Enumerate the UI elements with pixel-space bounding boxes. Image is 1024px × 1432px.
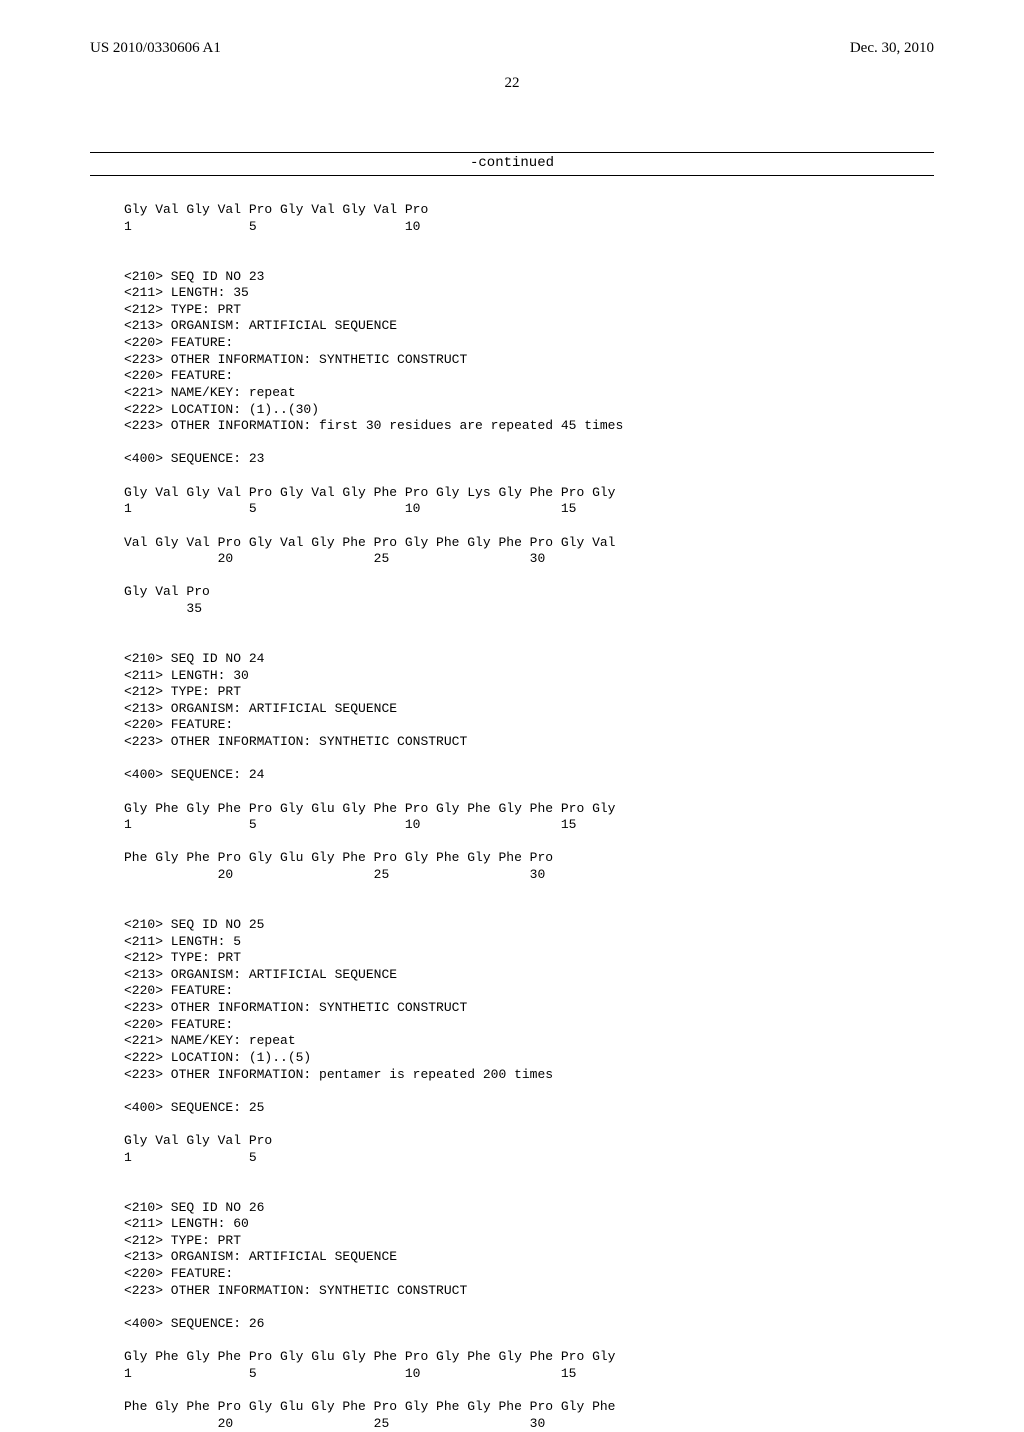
page-number: 22 bbox=[90, 75, 934, 92]
continued-label: -continued bbox=[90, 155, 934, 171]
publication-date: Dec. 30, 2010 bbox=[850, 40, 934, 57]
header-row: US 2010/0330606 A1 Dec. 30, 2010 bbox=[90, 40, 934, 57]
page-container: US 2010/0330606 A1 Dec. 30, 2010 22 -con… bbox=[0, 0, 1024, 1320]
rule-top bbox=[90, 152, 934, 153]
rule-bottom bbox=[90, 175, 934, 176]
publication-number: US 2010/0330606 A1 bbox=[90, 40, 221, 57]
sequence-listing: Gly Val Gly Val Pro Gly Val Gly Val Pro … bbox=[124, 202, 934, 1432]
